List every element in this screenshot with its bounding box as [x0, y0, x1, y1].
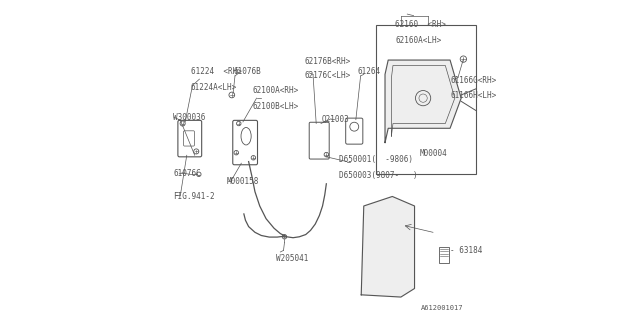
Text: 62100B<LH>: 62100B<LH> [253, 102, 299, 111]
Text: D650001(  -9806): D650001( -9806) [339, 155, 413, 164]
Polygon shape [385, 60, 461, 142]
Text: 61166G<RH>: 61166G<RH> [450, 76, 496, 84]
Text: W205041: W205041 [276, 254, 308, 263]
Bar [439, 247, 449, 263]
Bar [376, 25, 476, 174]
Text: Q21003: Q21003 [321, 115, 349, 124]
Text: 62160A<LH>: 62160A<LH> [396, 36, 442, 44]
Text: A612001017: A612001017 [421, 306, 463, 311]
Text: 61264: 61264 [357, 67, 381, 76]
Text: 61166H<LH>: 61166H<LH> [450, 92, 496, 100]
Text: 61076C: 61076C [173, 169, 201, 178]
Text: 62176B<RH>: 62176B<RH> [305, 57, 351, 66]
Text: W300036: W300036 [173, 113, 206, 122]
Text: D650003(9807-   ): D650003(9807- ) [339, 171, 418, 180]
Text: 62176C<LH>: 62176C<LH> [305, 71, 351, 80]
Text: FIG.941-2: FIG.941-2 [173, 192, 215, 201]
Text: 62160  <RH>: 62160 <RH> [396, 20, 446, 29]
Polygon shape [361, 196, 415, 297]
Text: 61224  <RH>: 61224 <RH> [191, 67, 241, 76]
Text: 62100A<RH>: 62100A<RH> [253, 86, 299, 95]
Text: 61076B: 61076B [234, 67, 262, 76]
Text: M00004: M00004 [420, 148, 447, 157]
Text: 61224A<LH>: 61224A<LH> [191, 83, 237, 92]
Text: - 63184: - 63184 [450, 246, 483, 255]
Text: M000158: M000158 [227, 177, 259, 186]
